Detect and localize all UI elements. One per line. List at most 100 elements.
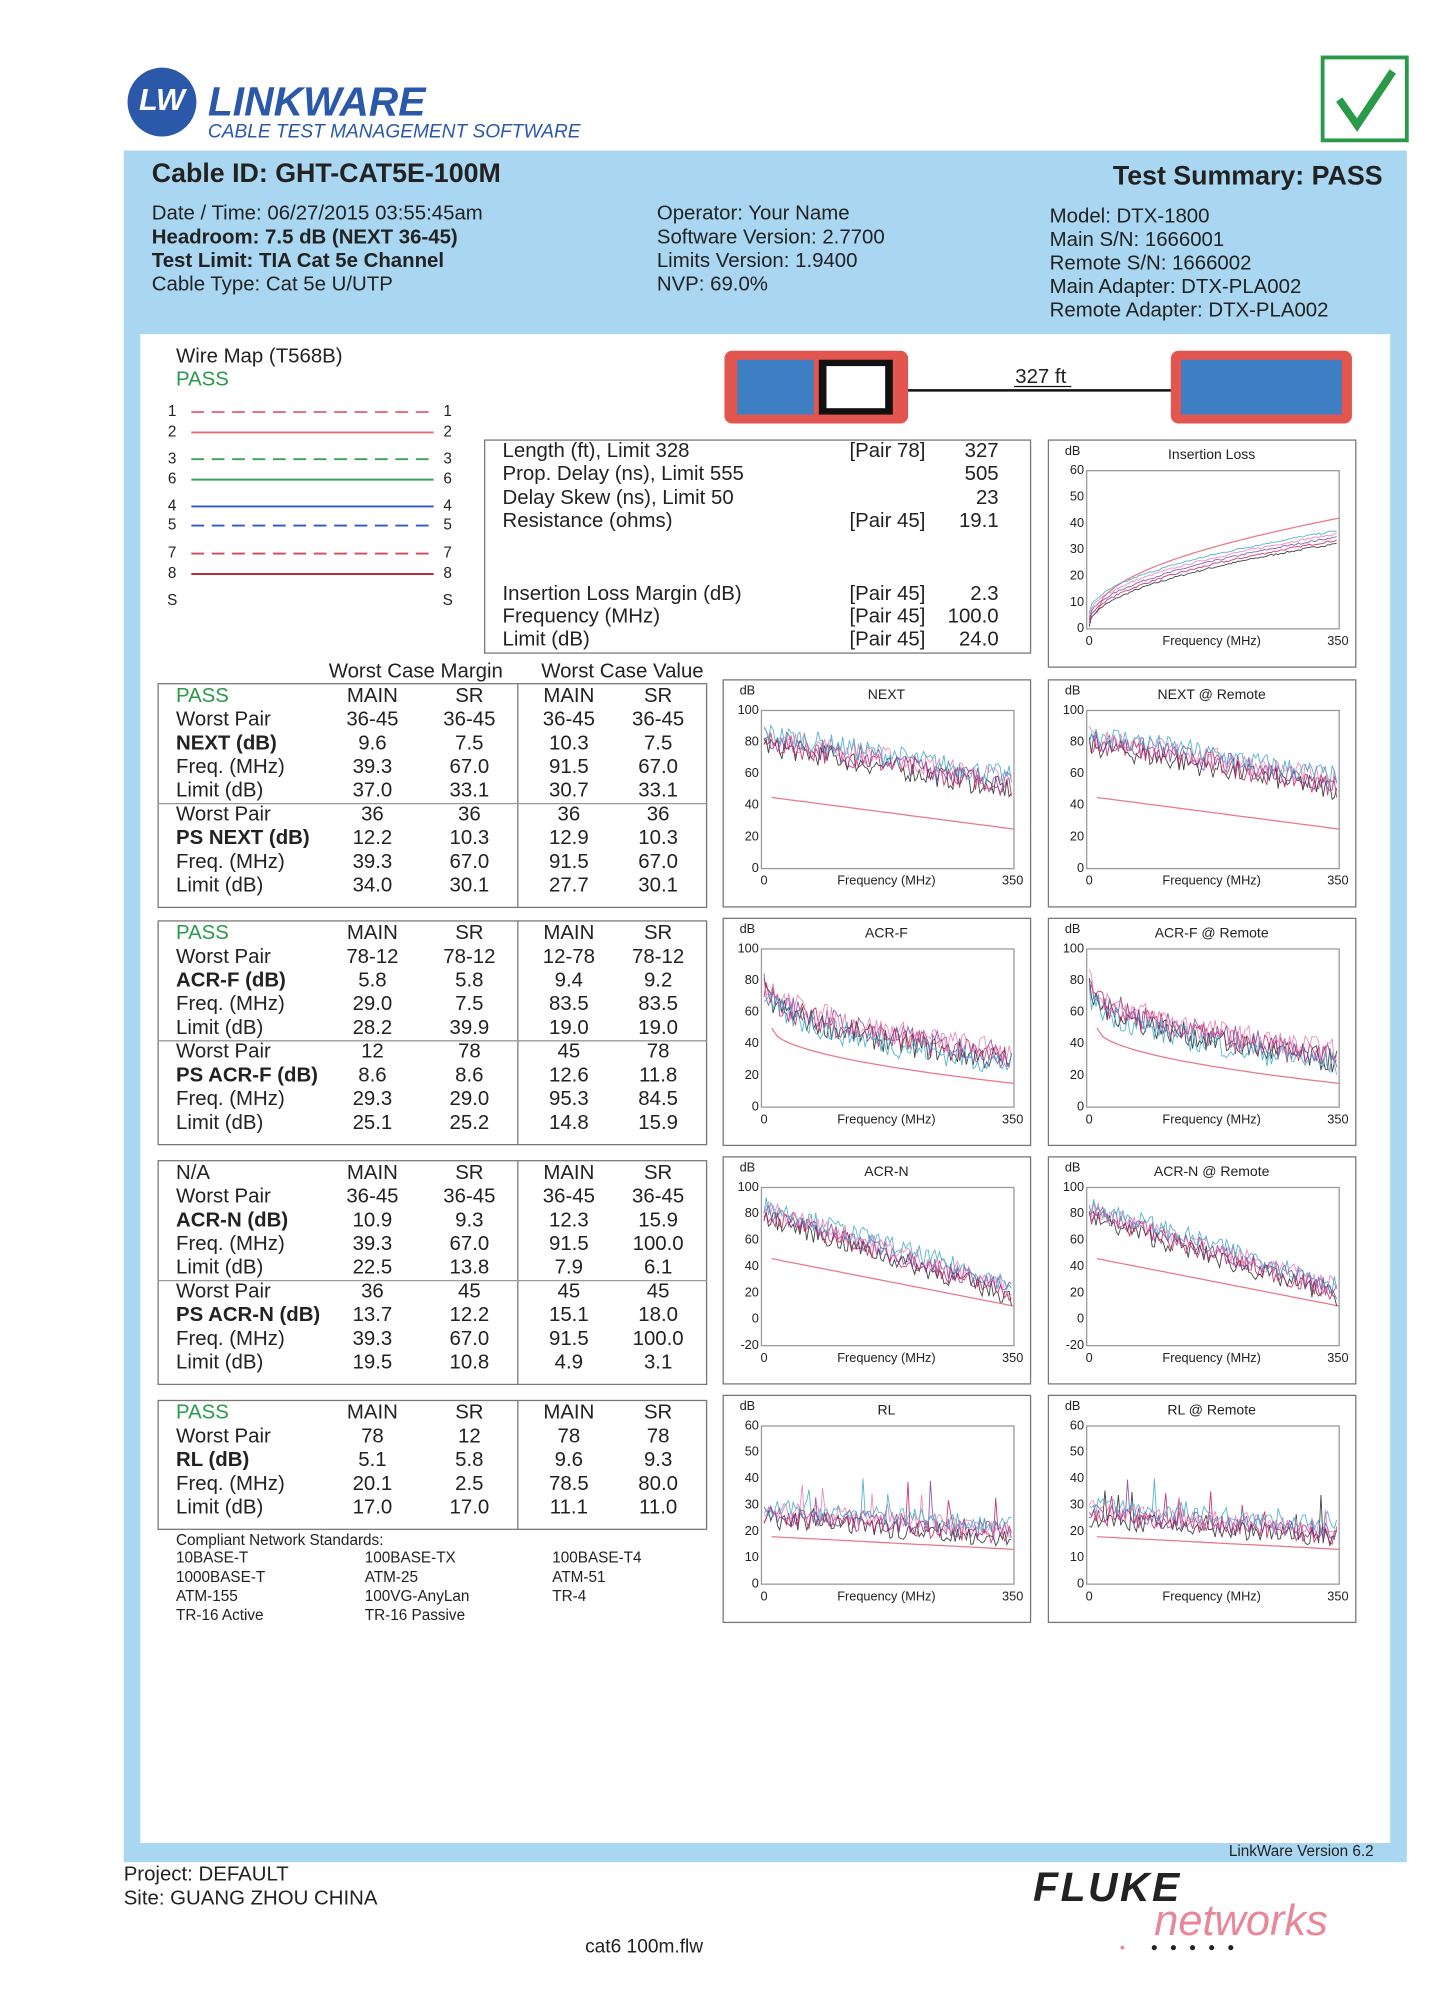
file-name: cat6 100m.flw xyxy=(585,1937,703,1958)
info-line: Cable Type: Cat 5e U/UTP xyxy=(152,274,393,296)
info-line: Operator: Your Name xyxy=(657,203,850,225)
table-cell: 91.5 xyxy=(549,1233,589,1255)
table-cell: 25.1 xyxy=(353,1112,393,1134)
pin-left: S xyxy=(167,592,177,609)
y-tick-label: 80 xyxy=(1070,1205,1084,1220)
y-tick-label: 100 xyxy=(738,702,759,717)
table-cell: ACR-F (dB) xyxy=(176,970,286,992)
trace xyxy=(1088,728,1338,786)
y-tick-label: 0 xyxy=(1077,1099,1084,1114)
table-cell: 12.2 xyxy=(450,1304,490,1326)
graph-unit: dB xyxy=(1065,683,1081,698)
table-cell: 10.3 xyxy=(450,827,490,849)
measurement-label: Delay Skew (ns), Limit 50 xyxy=(503,487,734,509)
y-tick-label: -20 xyxy=(740,1337,758,1352)
table-cell: 28.2 xyxy=(353,1017,393,1039)
table-cell: RL (dB) xyxy=(176,1449,249,1471)
table-cell: 67.0 xyxy=(450,1233,490,1255)
table-cell: Freq. (MHz) xyxy=(176,1328,285,1350)
graph-title: RL xyxy=(877,1401,895,1417)
graph-title: ACR-F @ Remote xyxy=(1155,924,1269,940)
table-cell: 11.0 xyxy=(639,1497,677,1519)
x-axis-label: Frequency (MHz) xyxy=(837,873,935,888)
table-cell: Limit (dB) xyxy=(176,1497,263,1519)
y-tick-label: 20 xyxy=(745,828,759,843)
info-line: Headroom: 7.5 dB (NEXT 36-45) xyxy=(152,226,458,248)
table-cell: 67.0 xyxy=(450,1328,490,1350)
measurement-value: 100.0 xyxy=(948,606,999,628)
table-cell: 30.1 xyxy=(450,875,490,897)
table-cell: 29.3 xyxy=(353,1088,393,1110)
table-cell: 36 xyxy=(647,803,670,825)
trace xyxy=(763,973,1012,1068)
table-cell: Freq. (MHz) xyxy=(176,993,285,1015)
table-header: SR xyxy=(455,922,483,944)
table-cell: 11.8 xyxy=(639,1064,677,1086)
table-cell: 18.0 xyxy=(638,1304,678,1326)
table-cell: Freq. (MHz) xyxy=(176,851,285,873)
limit-trace xyxy=(1096,1258,1340,1307)
table-cell: 67.0 xyxy=(450,756,490,778)
measurement-value: 23 xyxy=(976,487,999,509)
trace xyxy=(1088,1211,1338,1306)
y-tick-label: 30 xyxy=(1070,541,1084,556)
x-start-label: 0 xyxy=(760,873,767,888)
x-axis-label: Frequency (MHz) xyxy=(837,1111,935,1126)
table-cell: 36-45 xyxy=(346,1186,398,1208)
table-header: MAIN xyxy=(347,685,398,707)
table-cell: Limit (dB) xyxy=(176,875,263,897)
pin-right: 8 xyxy=(443,565,452,582)
y-tick-label: 80 xyxy=(745,1205,759,1220)
standard: 100BASE-TX xyxy=(365,1550,456,1567)
y-tick-label: 80 xyxy=(745,972,759,987)
table-cell: 67.0 xyxy=(450,851,490,873)
table-cell: 78-12 xyxy=(346,946,398,968)
table-cell: NEXT (dB) xyxy=(176,732,277,754)
y-tick-label: 100 xyxy=(738,1179,759,1194)
y-tick-label: 0 xyxy=(1077,860,1084,875)
limit-trace xyxy=(771,1536,1015,1550)
table-cell: 17.0 xyxy=(353,1497,393,1519)
x-start-label: 0 xyxy=(1086,1111,1093,1126)
table-cell: 4.9 xyxy=(555,1352,583,1374)
trace xyxy=(1088,1202,1338,1294)
table-cell: Limit (dB) xyxy=(176,1017,263,1039)
info-line: Main S/N: 1666001 xyxy=(1050,229,1225,251)
info-line: Limits Version: 1.9400 xyxy=(657,250,858,272)
x-axis-label: Frequency (MHz) xyxy=(837,1350,935,1365)
trace xyxy=(1088,542,1337,627)
trace xyxy=(1088,1210,1338,1301)
heading-value: Worst Case Value xyxy=(541,661,703,683)
graph-unit: dB xyxy=(1065,921,1081,936)
graph-unit: dB xyxy=(740,1160,756,1175)
x-start-label: 0 xyxy=(760,1350,767,1365)
measurement-pair: [Pair 45] xyxy=(849,629,925,651)
heading-margin: Worst Case Margin xyxy=(329,661,503,683)
trace xyxy=(763,1507,1012,1547)
pin-right: 1 xyxy=(443,403,452,420)
trace xyxy=(1088,533,1337,617)
info-line: Remote Adapter: DTX-PLA002 xyxy=(1050,300,1329,322)
y-tick-label: 80 xyxy=(1070,733,1084,748)
graph-unit: dB xyxy=(740,683,756,698)
y-tick-label: 40 xyxy=(1070,1258,1084,1273)
x-end-label: 350 xyxy=(1327,1350,1348,1365)
y-tick-label: 50 xyxy=(1070,1444,1084,1459)
pin-left: 4 xyxy=(168,497,177,514)
table-cell: 67.0 xyxy=(638,851,678,873)
table-cell: 17.0 xyxy=(450,1497,490,1519)
x-axis-label: Frequency (MHz) xyxy=(1162,873,1260,888)
table-cell: 7.5 xyxy=(455,993,483,1015)
y-tick-label: 60 xyxy=(1070,765,1084,780)
x-axis-label: Frequency (MHz) xyxy=(1162,1111,1260,1126)
site: Site: GUANG ZHOU CHINA xyxy=(124,1888,378,1910)
y-tick-label: 30 xyxy=(745,1496,759,1511)
measurement-label: Limit (dB) xyxy=(503,629,590,651)
logo-dot xyxy=(1189,1945,1196,1951)
y-tick-label: 40 xyxy=(1070,797,1084,812)
table-cell: 10.8 xyxy=(450,1352,490,1374)
table-header: PASS xyxy=(176,685,229,707)
table-cell: Limit (dB) xyxy=(176,780,263,802)
table-cell: 12-78 xyxy=(543,946,595,968)
table-box xyxy=(157,920,708,1146)
